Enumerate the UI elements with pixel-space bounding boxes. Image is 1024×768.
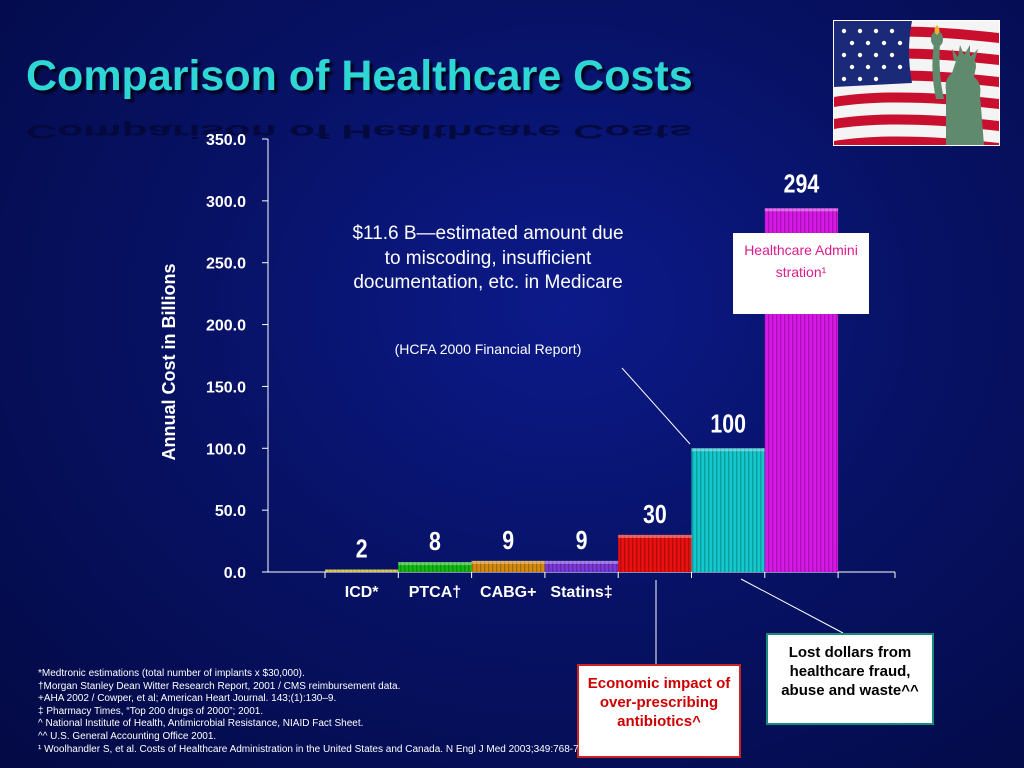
y-axis-label: Annual Cost in Billions (159, 264, 179, 461)
callout-lines (621, 367, 844, 664)
bar-texture (544, 560, 619, 572)
bar-group: 2 ICD* (325, 535, 399, 601)
bar-value-label: 8 (429, 527, 441, 557)
bar-value-label: 294 (784, 169, 820, 199)
footnote: +AHA 2002 / Cowper, et al; American Hear… (38, 693, 337, 705)
y-tick-label: 200.0 (206, 318, 246, 335)
y-tick-label: 350.0 (206, 132, 246, 149)
admin-label: Healthcare Administration¹ (744, 242, 858, 280)
bar-group: 8 PTCA† (398, 527, 472, 601)
footnotes: *Medtronic estimations (total number of … (38, 668, 738, 756)
y-axis: 0.0 50.0 100.0 150.0 200.0 250.0 300.0 350.0 (206, 132, 269, 582)
bar-value-label: 2 (356, 535, 368, 565)
bar-highlight (618, 534, 692, 538)
slide-title: Comparison of Healthcare Costs (26, 52, 693, 100)
bar-group: 30 (618, 500, 692, 572)
bar-group: 9 CABG+ (471, 526, 545, 601)
y-tick-label: 50.0 (215, 503, 246, 520)
bar-highlight (471, 560, 545, 564)
callout-line-miscoding (621, 367, 691, 445)
fraud-callout: Lost dollars from healthcare fraud, abus… (766, 633, 934, 725)
bar-texture (691, 448, 765, 572)
footnote: ^^ U.S. General Accounting Office 2001. (38, 730, 217, 742)
footnote: ^ National Institute of Health, Antimicr… (38, 718, 364, 730)
bar-group: 294 (764, 169, 839, 572)
y-tick-label: 250.0 (206, 256, 246, 273)
footnote: ¹ Woolhandler S, et al. Costs of Healthc… (38, 743, 588, 755)
bar-highlight (544, 560, 619, 564)
footnote: *Medtronic estimations (total number of … (38, 668, 305, 679)
bar-highlight (325, 569, 399, 572)
bar-group: 100 (691, 409, 765, 572)
bar-value-label: 9 (576, 526, 588, 556)
bar-texture (471, 560, 545, 572)
miscoding-note: $11.6 B—estimated amount due to miscodin… (352, 223, 624, 293)
bar-value-label: 100 (710, 409, 746, 439)
title-block: Comparison of Healthcare Costs Compariso… (26, 52, 826, 142)
y-tick-label: 0.0 (224, 565, 246, 582)
x-category-label: PTCA† (409, 584, 461, 601)
miscoding-source: (HCFA 2000 Financial Report) (394, 341, 582, 357)
y-tick-label: 150.0 (206, 379, 246, 396)
bar-group: 9 Statins‡ (544, 526, 619, 601)
flag-liberty-icon (834, 21, 999, 145)
footnote: †Morgan Stanley Dean Witter Research Rep… (38, 680, 401, 692)
bar-texture (398, 562, 472, 572)
antibiotics-callout: Economic impact of over-prescribing anti… (577, 664, 741, 758)
bar-texture (618, 534, 692, 572)
y-tick-label: 100.0 (206, 441, 246, 458)
bar-value-label: 9 (502, 526, 514, 556)
bar-highlight (398, 562, 472, 566)
bar-highlight (691, 448, 765, 452)
x-axis (268, 571, 896, 578)
admin-callout: Healthcare Administration¹ (733, 233, 869, 314)
bar-texture (325, 569, 399, 572)
bar-highlight (764, 208, 839, 212)
bar-value-label: 30 (643, 500, 667, 530)
flag-image (833, 20, 1000, 146)
x-category-label: Statins‡ (550, 584, 612, 601)
footnote: ‡ Pharmacy Times, “Top 200 drugs of 2000… (38, 705, 264, 717)
x-category-label: ICD* (345, 584, 380, 601)
y-tick-label: 300.0 (206, 194, 246, 211)
x-category-label: CABG+ (480, 584, 536, 601)
callout-line-fraud (740, 578, 844, 634)
